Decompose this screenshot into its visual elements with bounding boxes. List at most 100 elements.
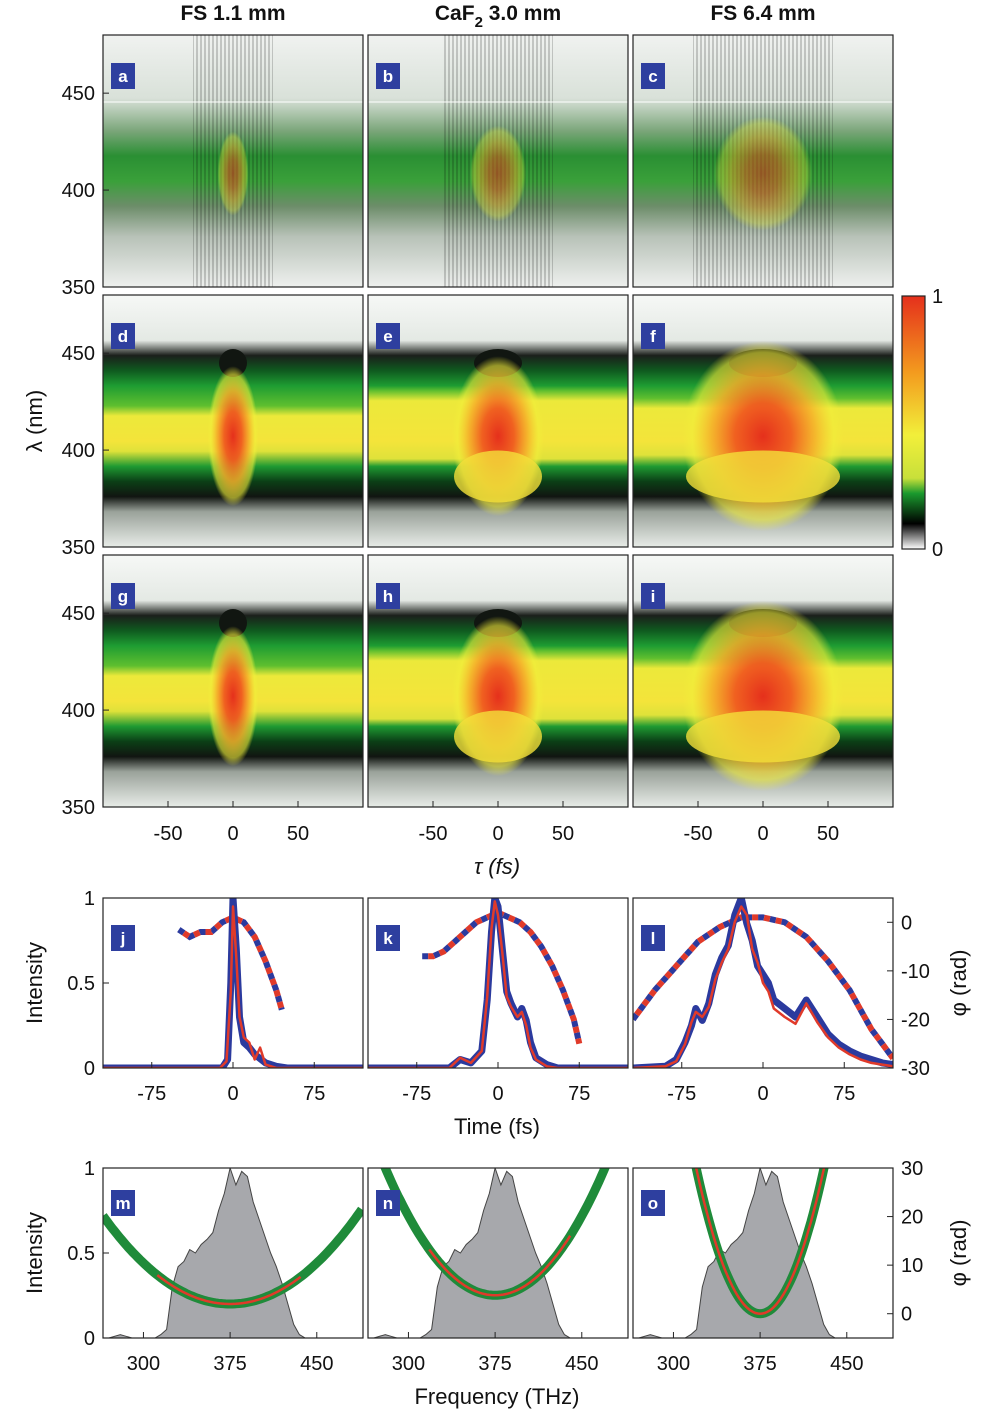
x-tick-label: 75 — [833, 1083, 855, 1105]
y-tick-label: 1 — [84, 888, 95, 910]
x-tick-label: 0 — [227, 1083, 238, 1105]
x-tick-label: 375 — [478, 1353, 511, 1375]
heatmap-panel — [368, 555, 628, 807]
colorbar — [901, 295, 926, 550]
column-title: CaF2 3.0 mm — [435, 2, 561, 31]
panel-letter: n — [383, 1194, 393, 1213]
y-axis-label-right: φ (rad) — [946, 950, 971, 1017]
heatmap-lobe — [686, 450, 840, 503]
phase-retrieved-line — [156, 1274, 302, 1306]
phase-retrieved-line — [694, 1168, 826, 1315]
heatmap-lobe — [454, 450, 542, 503]
panel-frame — [632, 1167, 894, 1339]
heatmap-panel — [103, 555, 363, 807]
panel-letter: e — [383, 327, 392, 346]
y-tick-label: 450 — [62, 83, 95, 105]
heatmap-panel — [368, 35, 628, 287]
heatmap-peak — [207, 366, 259, 507]
panel-letter-box — [641, 925, 665, 951]
x-tick-label: -50 — [154, 823, 183, 845]
intensity-line-red — [368, 900, 628, 1068]
x-tick-label: 450 — [300, 1353, 333, 1375]
line-panel — [633, 1168, 893, 1338]
phase-retrieved-line — [428, 1235, 572, 1297]
panel-letter-box — [111, 925, 135, 951]
y-tick-label-right: 0 — [901, 1304, 912, 1326]
panel-letter-box — [376, 63, 400, 89]
y-tick-label: 400 — [62, 440, 95, 462]
intensity-line-red — [103, 905, 363, 1068]
panel-frame — [102, 34, 364, 288]
panel-frame — [367, 294, 629, 548]
panel-frame — [367, 1167, 629, 1339]
panel-letter-box — [111, 583, 135, 609]
x-tick-label: 300 — [657, 1353, 690, 1375]
panel-letter: k — [383, 929, 393, 948]
x-tick-label: 75 — [568, 1083, 590, 1105]
heatmap-peak — [470, 125, 526, 222]
y-axis-label-right: φ (rad) — [946, 1220, 971, 1287]
x-tick-label: 0 — [492, 823, 503, 845]
heatmap-peak — [714, 116, 812, 231]
x-tick-label: 0 — [757, 823, 768, 845]
heatmap-panel — [368, 295, 628, 547]
panel-letter-box — [111, 323, 135, 349]
y-tick-label: 0.5 — [67, 1243, 95, 1265]
heatmap-peak — [207, 626, 259, 767]
panel-frame — [632, 34, 894, 288]
panel-letter: g — [118, 587, 128, 606]
y-tick-label-right: 0 — [901, 912, 912, 934]
y-tick-label: 0 — [84, 1328, 95, 1350]
panel-letter: h — [383, 587, 393, 606]
panel-letter-box — [376, 583, 400, 609]
heatmap-peak — [217, 131, 249, 216]
line-panel — [368, 898, 628, 1068]
y-tick-label-right: -20 — [901, 1009, 930, 1031]
panel-frame — [367, 34, 629, 288]
heatmap-peak — [682, 601, 844, 792]
heatmap-panel — [633, 35, 893, 287]
x-tick-label: 50 — [552, 823, 574, 845]
panel-letter: l — [651, 929, 656, 948]
phase-line-blue — [633, 914, 893, 1061]
heatmap-panel — [633, 295, 893, 547]
y-tick-label-right: 10 — [901, 1255, 923, 1277]
heatmap-peak — [682, 341, 844, 532]
spectrum-area — [368, 1168, 628, 1338]
heatmap-panel — [103, 295, 363, 547]
panel-letter-box — [376, 1190, 400, 1216]
line-panel — [633, 898, 893, 1068]
spectrum-area — [633, 1168, 893, 1338]
y-tick-label-right: 20 — [901, 1207, 923, 1229]
panel-letter-box — [111, 63, 135, 89]
phase-line-red — [177, 914, 285, 1011]
x-tick-label: -75 — [402, 1083, 431, 1105]
spectrum-area — [103, 1168, 363, 1338]
y-tick-label-right: -30 — [901, 1058, 930, 1080]
y-tick-label-right: -10 — [901, 961, 930, 983]
line-panel — [103, 1168, 363, 1338]
x-tick-label: 375 — [743, 1353, 776, 1375]
panel-frame — [102, 294, 364, 548]
panel-letter: m — [115, 1194, 130, 1213]
y-tick-label: 450 — [62, 603, 95, 625]
x-axis-label: Frequency (THz) — [414, 1384, 579, 1409]
panel-letter: b — [383, 67, 393, 86]
x-tick-label: -75 — [137, 1083, 166, 1105]
heatmap-panel — [103, 35, 363, 287]
heatmap-lobe — [454, 710, 542, 763]
intensity-line-red — [633, 905, 893, 1068]
panel-letter-box — [641, 323, 665, 349]
x-tick-label: -50 — [419, 823, 448, 845]
panel-letter: o — [648, 1194, 658, 1213]
line-panel — [103, 898, 363, 1068]
x-tick-label: 300 — [127, 1353, 160, 1375]
y-tick-label: 350 — [62, 797, 95, 819]
y-tick-label: 0 — [84, 1058, 95, 1080]
panel-letter-box — [376, 925, 400, 951]
x-tick-label: 450 — [565, 1353, 598, 1375]
y-axis-label-left: Intensity — [22, 942, 47, 1024]
y-tick-label: 350 — [62, 537, 95, 559]
x-tick-label: 75 — [303, 1083, 325, 1105]
y-tick-label: 400 — [62, 700, 95, 722]
